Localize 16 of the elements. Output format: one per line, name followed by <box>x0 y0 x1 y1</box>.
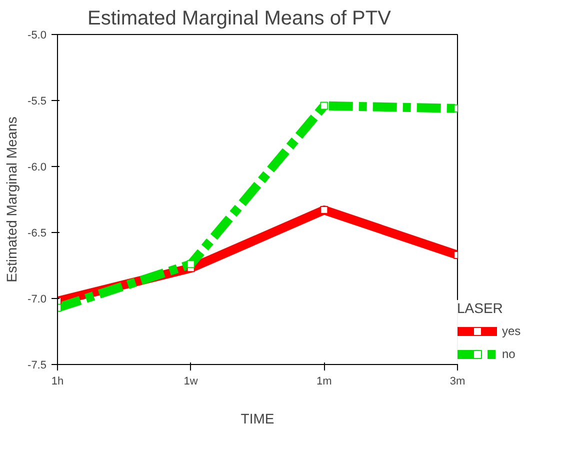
x-tick-label: 1w <box>184 376 198 388</box>
legend-title: LASER <box>457 300 504 316</box>
chart-title: Estimated Marginal Means of PTV <box>88 8 392 30</box>
y-tick-label: -7.5 <box>28 360 47 372</box>
y-tick-label: -6.0 <box>28 162 47 174</box>
x-axis-title: TIME <box>240 410 274 426</box>
y-tick-label: -5.0 <box>28 30 47 42</box>
y-axis-title: Estimated Marginal Means <box>4 116 20 282</box>
legend-label: yes <box>502 324 522 338</box>
y-tick-label: -5.5 <box>28 96 47 108</box>
y-tick-label: -7.0 <box>28 294 47 306</box>
legend-label: no <box>502 347 516 361</box>
x-tick-label: 1m <box>316 376 332 388</box>
x-tick-label: 1h <box>51 376 64 388</box>
x-tick-label: 3m <box>450 376 466 388</box>
y-tick-label: -6.5 <box>28 228 47 240</box>
